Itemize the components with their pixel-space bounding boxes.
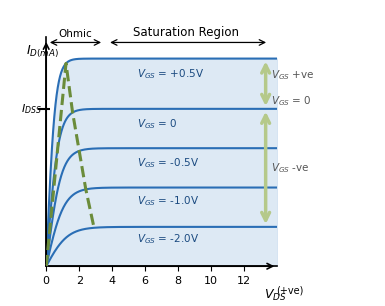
Text: (+ve): (+ve) bbox=[276, 286, 304, 296]
Text: $V_{GS}$ -ve: $V_{GS}$ -ve bbox=[271, 161, 309, 175]
Text: $I_{DSS}$: $I_{DSS}$ bbox=[21, 102, 42, 116]
Text: $I_{D(mA)}$: $I_{D(mA)}$ bbox=[27, 44, 59, 60]
Text: $V_{GS}$ +ve: $V_{GS}$ +ve bbox=[271, 68, 314, 82]
Text: $V_{GS}$ = -0.5V: $V_{GS}$ = -0.5V bbox=[137, 156, 199, 170]
Text: $V_{GS}$ = -1.0V: $V_{GS}$ = -1.0V bbox=[137, 194, 199, 208]
Text: $V_{GS}$ = 0: $V_{GS}$ = 0 bbox=[271, 94, 311, 108]
Text: Ohmic: Ohmic bbox=[58, 29, 92, 39]
Text: Saturation Region: Saturation Region bbox=[134, 26, 239, 39]
Text: $V_{DS}$: $V_{DS}$ bbox=[264, 288, 286, 303]
Text: $V_{GS}$ = +0.5V: $V_{GS}$ = +0.5V bbox=[137, 67, 204, 81]
Text: $V_{GS}$ = 0: $V_{GS}$ = 0 bbox=[137, 118, 178, 131]
Text: $V_{GS}$ = -2.0V: $V_{GS}$ = -2.0V bbox=[137, 232, 199, 246]
